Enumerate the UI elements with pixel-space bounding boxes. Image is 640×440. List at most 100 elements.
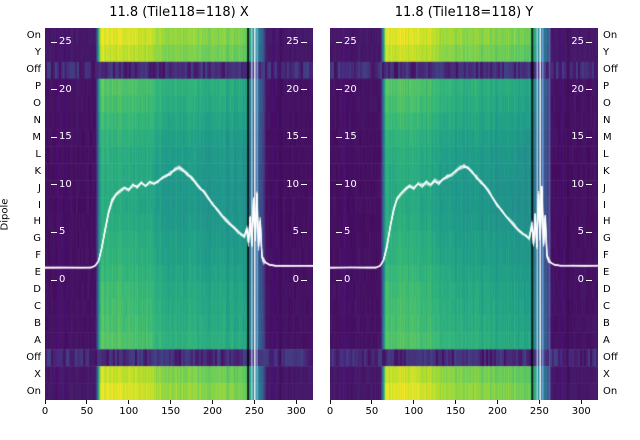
dipole-row-label: E [34, 267, 41, 279]
dipole-row-label: I [38, 199, 41, 211]
overlay-y-tick-label: 25 [286, 36, 299, 47]
dipole-row-label: N [33, 115, 41, 126]
dipole-row-label: F [35, 250, 41, 262]
x-tick-label: 250 [529, 406, 549, 417]
overlay-y-tick-mark [336, 279, 342, 281]
overlay-y-tick-label: 20 [286, 83, 299, 95]
x-tick-mark [86, 400, 88, 404]
dipole-row-label: X [603, 368, 610, 380]
overlay-y-tick-label: 10 [571, 178, 584, 190]
overlay-y-tick-label: 25 [59, 36, 72, 47]
overlay-y-tick-mark [51, 41, 57, 43]
x-tick-label: 150 [161, 406, 181, 417]
dipole-row-label: L [35, 148, 41, 160]
overlay-y-tick-label: 20 [571, 83, 584, 95]
dipole-row-label: X [34, 368, 41, 380]
overlay-y-tick-mark [586, 231, 592, 233]
overlay-y-tick-mark [51, 231, 57, 233]
dipole-row-label: C [34, 301, 41, 312]
dipole-row-label: C [603, 301, 610, 312]
dipole-row-label: M [32, 131, 41, 143]
x-tick-label: 100 [119, 406, 139, 417]
dipole-row-label: Off [26, 64, 41, 76]
dipole-row-label: H [603, 216, 611, 228]
dipole-row-label: I [603, 199, 606, 211]
overlay-y-tick-mark [586, 184, 592, 186]
x-tick-label: 300 [286, 406, 306, 417]
dipole-row-label: D [33, 284, 41, 296]
overlay-y-tick-mark [586, 89, 592, 91]
dipole-row-label: F [603, 250, 609, 262]
dipole-row-label: Off [603, 64, 618, 76]
overlay-y-tick-label: 15 [571, 131, 584, 143]
dipole-row-label: K [603, 165, 610, 177]
dipole-row-label: J [603, 182, 606, 194]
overlay-y-tick-label: 15 [59, 131, 72, 143]
panel-x-title: 11.8 (Tile118=118) X [109, 5, 249, 20]
overlay-y-tick-mark [51, 136, 57, 138]
x-tick-mark [295, 400, 297, 404]
overlay-y-tick-mark [336, 231, 342, 233]
x-tick-label: 250 [244, 406, 264, 417]
heatmap-canvas-x [45, 28, 313, 400]
x-tick-mark [580, 400, 582, 404]
x-tick-mark [212, 400, 213, 404]
overlay-y-tick-label: 5 [577, 226, 584, 238]
x-tick-label: 200 [487, 406, 508, 417]
overlay-y-tick-label: 25 [344, 36, 357, 47]
overlay-y-tick-mark [301, 89, 307, 91]
overlay-y-tick-mark [586, 41, 592, 43]
dipole-row-label: A [603, 334, 610, 346]
overlay-y-tick-label: 5 [292, 226, 299, 238]
x-tick-mark [170, 400, 172, 404]
overlay-y-tick-label: 10 [344, 178, 357, 190]
dipole-row-label: On [26, 385, 41, 397]
overlay-y-tick-mark [301, 184, 307, 186]
overlay-y-tick-mark [301, 231, 307, 233]
dipole-row-label: H [33, 216, 41, 228]
dipole-row-labels-left: On Y Off P O N M L K J I H G F E D C B A Off X On [13, 28, 41, 400]
dipole-row-label: M [603, 131, 612, 143]
dipole-row-label: K [34, 165, 41, 177]
x-tick-mark [253, 400, 255, 404]
x-tick-mark [455, 400, 457, 404]
x-tick-label: 300 [571, 406, 591, 417]
dipole-row-label: B [603, 317, 610, 329]
overlay-y-tick-label: 20 [59, 83, 72, 95]
dipole-row-label: L [603, 148, 609, 160]
x-axis-y: 0 50 100 150 200 250 300 [327, 400, 598, 422]
overlay-y-tick-label: 0 [59, 274, 66, 285]
dipole-row-label: B [34, 317, 41, 329]
dipole-row-label: P [34, 81, 41, 93]
dipole-row-label: E [603, 267, 610, 279]
x-tick-mark [497, 400, 498, 404]
x-tick-mark [371, 400, 373, 404]
dipole-row-label: A [34, 334, 41, 346]
x-tick-label: 0 [41, 406, 49, 417]
dipole-row-label: Off [26, 351, 41, 363]
dipole-row-labels-right: On Y Off P O N M L K J I H G F E D C B A Off X On [603, 28, 637, 400]
x-tick-label: 0 [326, 406, 334, 417]
dipole-row-label: On [603, 30, 618, 42]
overlay-y-tick-label: 5 [59, 226, 66, 238]
heatmap-panel-y: 25 25 20 20 15 15 10 10 5 5 0 0 [330, 28, 598, 400]
dipole-row-label: Off [603, 351, 618, 363]
overlay-y-tick-mark [301, 136, 307, 138]
overlay-y-tick-mark [301, 279, 307, 281]
overlay-y-tick-mark [586, 279, 592, 281]
x-tick-mark [538, 400, 540, 404]
dipole-row-label: N [603, 115, 611, 126]
overlay-y-tick-mark [336, 184, 342, 186]
overlay-y-tick-label: 0 [344, 274, 351, 285]
dipole-row-label: P [603, 81, 610, 93]
overlay-y-tick-mark [51, 279, 57, 281]
dipole-row-label: Y [34, 47, 41, 59]
overlay-y-tick-label: 0 [577, 274, 584, 285]
overlay-y-tick-mark [336, 89, 342, 91]
x-tick-label: 150 [446, 406, 466, 417]
overlay-y-tick-mark [336, 41, 342, 43]
dipole-row-label: O [603, 98, 611, 110]
dipole-row-label: Y [603, 47, 610, 59]
x-tick-label: 50 [365, 406, 379, 417]
